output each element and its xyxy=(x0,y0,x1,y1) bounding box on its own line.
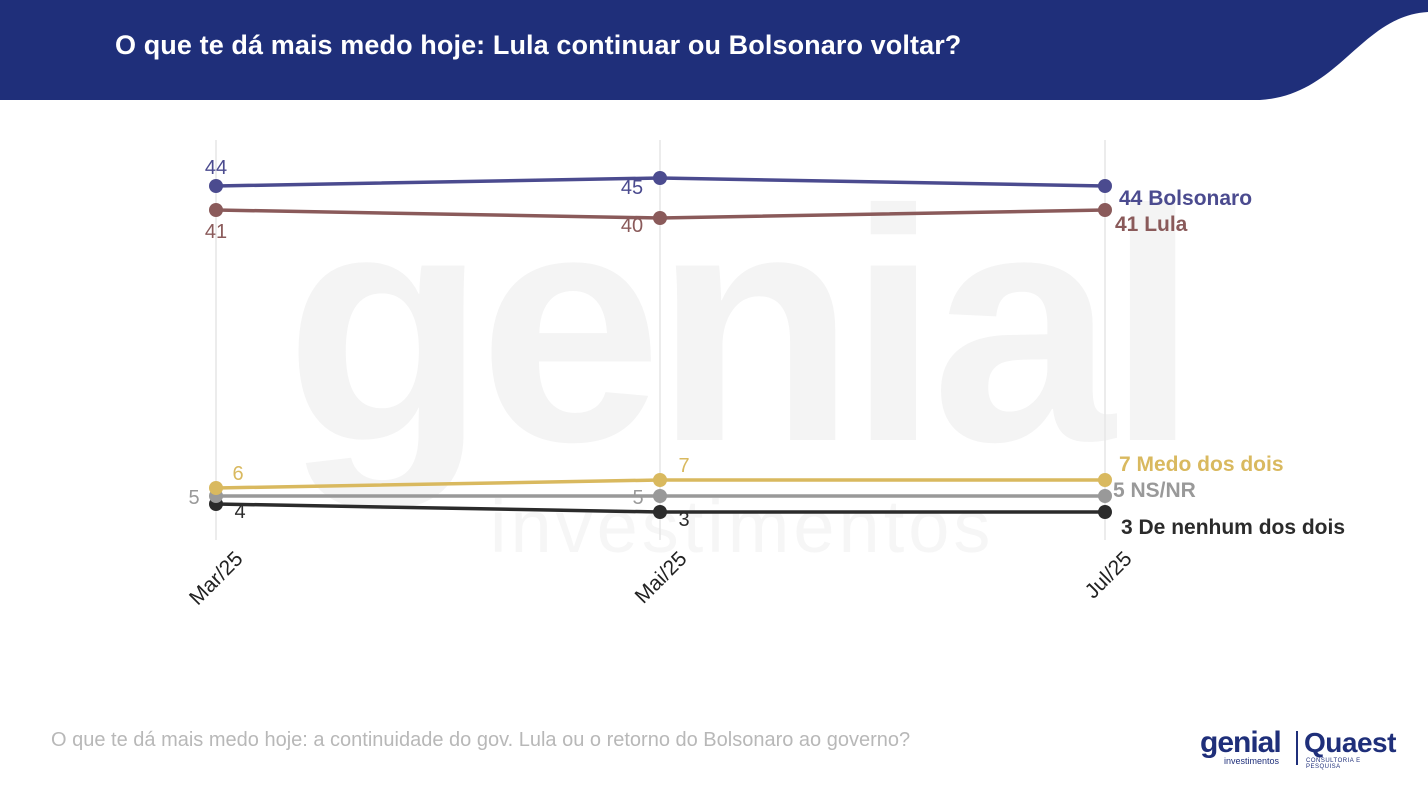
data-label: 6 xyxy=(232,463,243,485)
series-end-label: 3 De nenhum dos dois xyxy=(1121,516,1345,539)
question-footnote: O que te dá mais medo hoje: a continuida… xyxy=(51,729,911,751)
data-label: 5 xyxy=(632,487,643,509)
series-layer: 4 3 3 De nenhum dos dois 5 5 5 NS/NR 6 7 7 Medo … xyxy=(188,157,1345,539)
genial-logo-subtitle: investimentos xyxy=(1224,756,1280,766)
data-point xyxy=(653,211,667,225)
data-point xyxy=(209,481,223,495)
data-label: 41 xyxy=(205,221,227,243)
data-label: 40 xyxy=(621,215,643,237)
logo-divider xyxy=(1296,731,1298,765)
data-point xyxy=(209,179,223,193)
series-end-label: 7 Medo dos dois xyxy=(1119,453,1284,476)
data-point xyxy=(209,203,223,217)
data-point xyxy=(1098,489,1112,503)
genial-logo: genial xyxy=(1200,726,1282,759)
series-lula: 41 40 41 Lula xyxy=(205,203,1188,243)
x-axis-ticks: Mar/25 Mai/25 Jul/25 xyxy=(185,547,1136,609)
series-de-nenhum-dos-dois: 4 3 3 De nenhum dos dois xyxy=(209,497,1345,539)
data-label: 7 xyxy=(678,455,689,477)
page-title: O que te dá mais medo hoje: Lula continu… xyxy=(115,30,962,60)
data-point xyxy=(653,473,667,487)
data-point xyxy=(653,505,667,519)
data-point xyxy=(653,489,667,503)
series-end-label: 5 NS/NR xyxy=(1113,479,1196,502)
series-medo-dos-dois: 6 7 7 Medo dos dois xyxy=(209,453,1284,495)
data-label: 5 xyxy=(188,487,199,509)
data-point xyxy=(653,171,667,185)
x-tick-label: Mai/25 xyxy=(631,547,692,608)
series-end-label: 41 Lula xyxy=(1115,213,1188,236)
header-background xyxy=(0,0,1428,100)
quaest-logo-subtitle: CONSULTORIA E PESQUISA xyxy=(1306,758,1361,770)
data-point xyxy=(1098,179,1112,193)
quaest-logo: Quaest xyxy=(1304,727,1396,758)
data-label: 3 xyxy=(678,509,689,531)
data-label: 4 xyxy=(234,501,245,523)
header-banner: O que te dá mais medo hoje: Lula continu… xyxy=(0,0,1428,100)
series-ns-nr: 5 5 5 NS/NR xyxy=(188,479,1195,509)
series-end-label: 44 Bolsonaro xyxy=(1119,187,1252,210)
data-label: 45 xyxy=(621,177,643,199)
logos: genial investimentos Quaest CONSULTORIA … xyxy=(1196,725,1396,773)
data-label: 44 xyxy=(205,157,227,179)
x-tick-label: Mar/25 xyxy=(185,547,247,609)
x-tick-label: Jul/25 xyxy=(1081,547,1137,603)
data-point xyxy=(1098,473,1112,487)
data-point xyxy=(1098,203,1112,217)
data-point xyxy=(1098,505,1112,519)
series-bolsonaro: 44 45 44 Bolsonaro xyxy=(205,157,1252,210)
